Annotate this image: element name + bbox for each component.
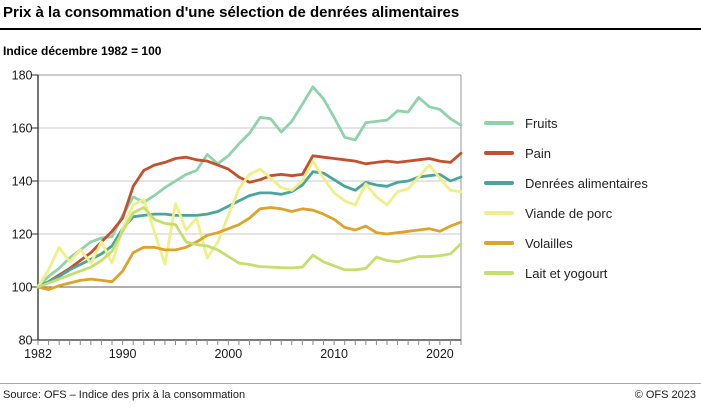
source-note: Source: OFS – Indice des prix à la conso… bbox=[3, 389, 246, 401]
legend-swatch bbox=[484, 271, 514, 275]
footer: Source: OFS – Indice des prix à la conso… bbox=[3, 389, 696, 401]
legend-label: Pain bbox=[525, 145, 552, 161]
title-divider bbox=[0, 28, 701, 30]
footer-divider bbox=[0, 383, 701, 384]
legend-label: Volailles bbox=[525, 235, 573, 251]
y-tick-label: 140 bbox=[12, 175, 33, 189]
legend-label: Lait et yogourt bbox=[525, 265, 608, 281]
x-tick-label: 2010 bbox=[320, 347, 348, 361]
series-line-lait-et-yogourt bbox=[36, 206, 463, 289]
series-line-denrees-alimentaires bbox=[36, 170, 463, 289]
series-line-volailles bbox=[36, 206, 463, 292]
y-tick-label: 180 bbox=[12, 69, 33, 83]
page-title: Prix à la consommation d'une sélection d… bbox=[3, 4, 460, 21]
x-tick-label: 2000 bbox=[214, 347, 242, 361]
series-line-fruits bbox=[36, 85, 463, 289]
legend-item-denrees-alimentaires: Denrées alimentaires bbox=[484, 168, 698, 198]
legend-label: Viande de porc bbox=[525, 205, 613, 221]
x-tick-label: 2020 bbox=[426, 347, 454, 361]
legend-label: Fruits bbox=[525, 115, 558, 131]
legend-swatch bbox=[484, 211, 514, 215]
legend-item-pain: Pain bbox=[484, 138, 698, 168]
legend-swatch bbox=[484, 241, 514, 245]
y-tick-label: 100 bbox=[12, 281, 33, 295]
legend-swatch bbox=[484, 121, 514, 125]
legend-item-volailles: Volailles bbox=[484, 228, 698, 258]
y-tick-label: 160 bbox=[12, 122, 33, 136]
legend-item-viande-de-porc: Viande de porc bbox=[484, 198, 698, 228]
copyright-note: © OFS 2023 bbox=[634, 389, 696, 401]
y-tick-label: 80 bbox=[19, 334, 33, 348]
series-line-viande-de-porc bbox=[36, 159, 463, 289]
chart-legend: Fruits Pain Denrées alimentaires Viande de … bbox=[484, 108, 698, 288]
legend-item-lait-et-yogourt: Lait et yogourt bbox=[484, 258, 698, 288]
y-tick-label: 120 bbox=[12, 228, 33, 242]
x-tick-label: 1990 bbox=[109, 347, 137, 361]
legend-swatch bbox=[484, 181, 514, 185]
x-tick-label: 1982 bbox=[24, 347, 52, 361]
series-line-pain bbox=[36, 151, 463, 289]
chart-subtitle: Indice décembre 1982 = 100 bbox=[3, 44, 162, 58]
legend-item-fruits: Fruits bbox=[484, 108, 698, 138]
legend-swatch bbox=[484, 151, 514, 155]
legend-label: Denrées alimentaires bbox=[525, 175, 648, 191]
